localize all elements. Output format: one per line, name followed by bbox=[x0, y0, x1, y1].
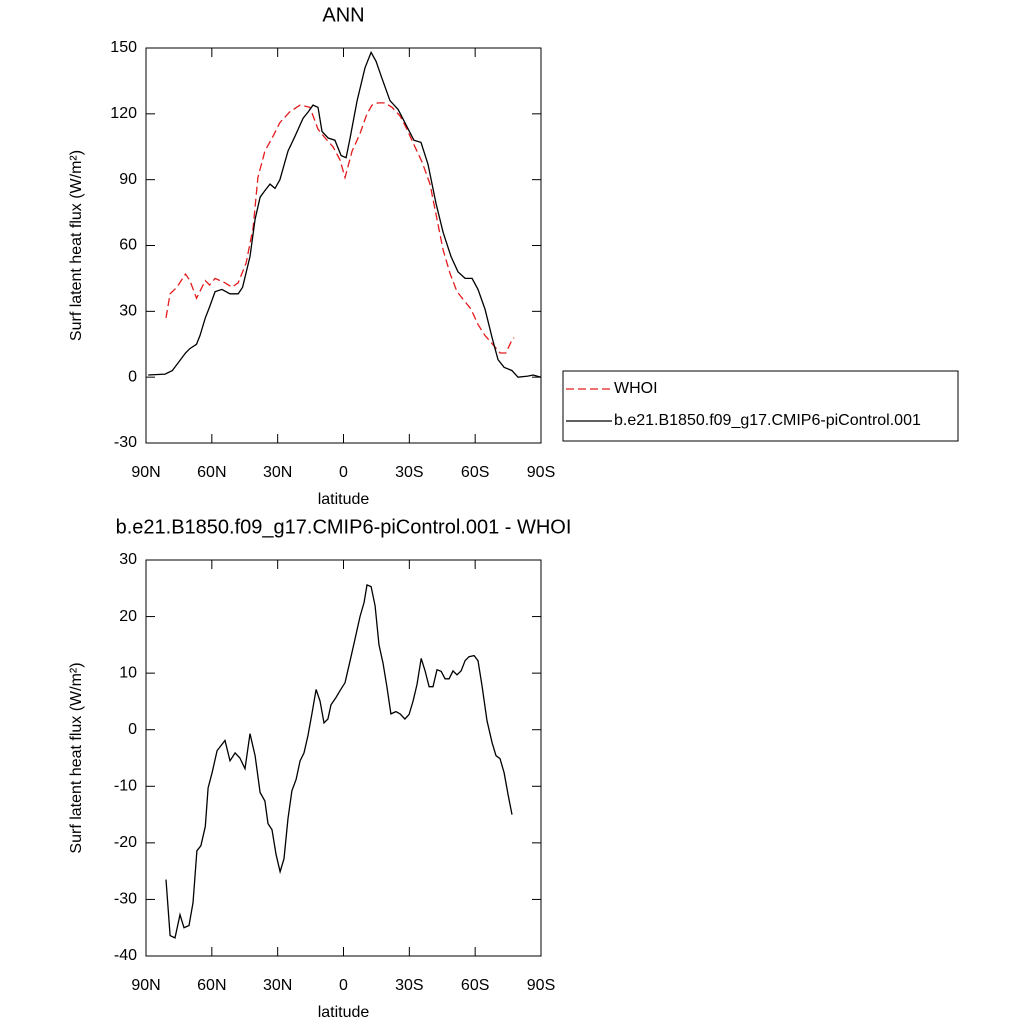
data-line bbox=[148, 50, 542, 378]
legend-box bbox=[562, 370, 959, 442]
x-axis-label: latitude bbox=[318, 491, 370, 508]
y-tick-label: 10 bbox=[119, 664, 137, 681]
y-tick-label: 30 bbox=[119, 551, 137, 568]
y-tick-label: -30 bbox=[114, 891, 137, 908]
plot-frame bbox=[145, 47, 542, 444]
y-tick-label: -20 bbox=[114, 834, 137, 851]
y-tick-label: 60 bbox=[119, 237, 137, 254]
y-tick-label: 150 bbox=[110, 39, 137, 56]
plot-frame bbox=[145, 559, 542, 957]
y-tick-label: 30 bbox=[119, 303, 137, 320]
y-tick-label: 120 bbox=[110, 105, 137, 122]
y-tick-label: 0 bbox=[128, 721, 137, 738]
y-axis-label: Surf latent heat flux (W/m²) bbox=[68, 662, 85, 853]
x-axis-label: latitude bbox=[318, 1004, 370, 1021]
y-tick-label: 0 bbox=[128, 368, 137, 385]
x-tick-label: 30S bbox=[395, 464, 423, 481]
x-tick-label: 90N bbox=[131, 464, 160, 481]
data-line bbox=[165, 583, 513, 939]
x-tick-label: 90S bbox=[527, 464, 555, 481]
x-tick-label: 0 bbox=[339, 464, 348, 481]
legend-label: b.e21.B1850.f09_g17.CMIP6-piControl.001 bbox=[614, 412, 921, 429]
x-tick-label: 60N bbox=[197, 464, 226, 481]
y-tick-label: -40 bbox=[114, 947, 137, 964]
x-tick-label: 0 bbox=[339, 977, 348, 994]
legend-label: WHOI bbox=[614, 380, 658, 397]
chart-title: ANN bbox=[322, 4, 364, 26]
x-tick-label: 60S bbox=[461, 977, 489, 994]
x-tick-label: 30N bbox=[263, 977, 292, 994]
x-tick-label: 60S bbox=[461, 464, 489, 481]
y-tick-label: -10 bbox=[114, 778, 137, 795]
data-line bbox=[165, 102, 515, 354]
x-tick-label: 90S bbox=[527, 977, 555, 994]
y-tick-label: 90 bbox=[119, 171, 137, 188]
x-tick-label: 30N bbox=[263, 464, 292, 481]
y-axis-label: Surf latent heat flux (W/m²) bbox=[68, 150, 85, 341]
x-tick-label: 30S bbox=[395, 977, 423, 994]
chart-title: b.e21.B1850.f09_g17.CMIP6-piControl.001 … bbox=[116, 516, 572, 538]
x-tick-label: 60N bbox=[197, 977, 226, 994]
y-tick-label: -30 bbox=[114, 434, 137, 451]
x-tick-label: 90N bbox=[131, 977, 160, 994]
y-tick-label: 20 bbox=[119, 608, 137, 625]
